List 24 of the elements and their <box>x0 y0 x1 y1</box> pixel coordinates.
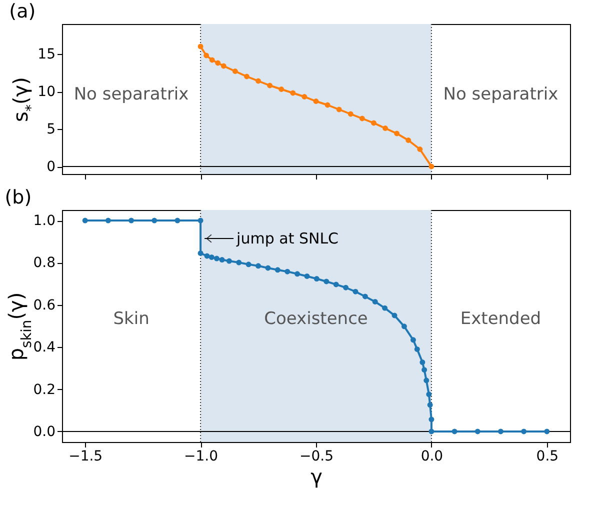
y-tick-label: 0.0 <box>33 424 56 440</box>
annotation: No separatrix <box>74 84 189 104</box>
chart-title: (a) <box>9 0 36 22</box>
chart-title: (b) <box>4 186 32 208</box>
y-tick-label: 1.0 <box>33 213 56 230</box>
y-tick-label: 0 <box>46 159 56 175</box>
x-tick-label: −1.5 <box>68 448 103 464</box>
y-tick-label: 5 <box>46 122 56 138</box>
x-tick-label: −0.5 <box>300 448 334 464</box>
annotation: Extended <box>460 309 542 330</box>
annotation: jump at SNLC <box>236 229 339 248</box>
y-tick-label: 0.4 <box>33 340 56 356</box>
y-tick-label: 0.2 <box>33 382 56 398</box>
x-tick-label: −1.0 <box>184 448 218 464</box>
y-tick-label: 10 <box>38 84 56 100</box>
annotation: No separatrix <box>443 84 558 104</box>
y-tick-label: 15 <box>38 46 56 62</box>
annotation: Coexistence <box>264 309 368 330</box>
y-tick-label: 0.6 <box>33 297 56 314</box>
x-tick-label: 0.0 <box>420 448 444 464</box>
x-tick-label: 0.5 <box>536 448 559 464</box>
annotation: Skin <box>113 309 150 330</box>
y-tick-label: 0.8 <box>33 255 56 272</box>
x-axis-title: γ <box>310 464 323 488</box>
